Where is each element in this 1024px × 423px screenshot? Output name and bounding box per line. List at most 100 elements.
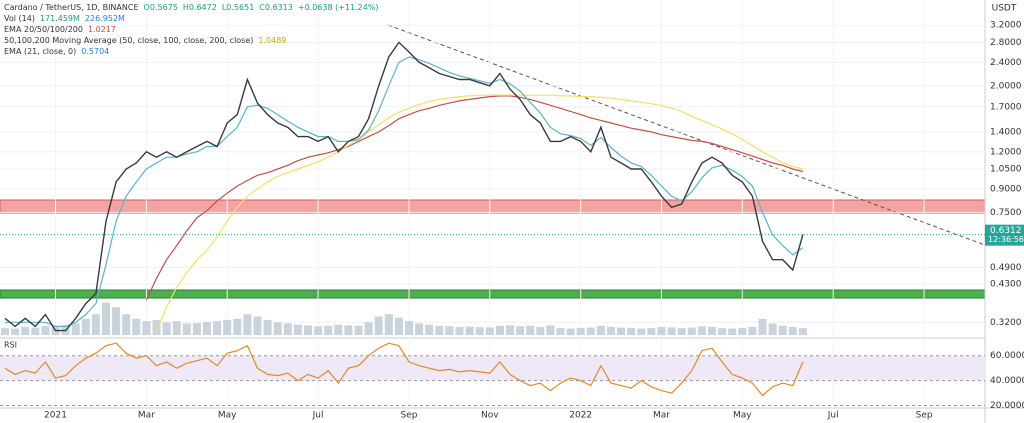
volume-bar [617,327,626,335]
x-tick-label: Sep [916,411,933,421]
volume-bar [576,328,585,335]
volume-ma: 226.952M [84,14,125,23]
volume-bar [192,322,201,335]
volume-bar [728,328,737,335]
volume-bar [425,324,434,335]
y-tick-label: 2.0000 [990,81,1022,91]
currency: USDT [992,4,1017,14]
volume-bar [586,327,595,335]
volume-bar [435,325,444,335]
open: O0.5675 [143,3,178,12]
series-line [155,94,804,331]
header-line: EMA 20/50/100/200 1.0217 [4,24,384,35]
y-tick-label: 2.8000 [990,38,1022,48]
x-tick-label: 2021 [44,411,67,421]
volume-bar [314,326,323,335]
volume-bar [718,328,727,335]
x-tick-label: Nov [481,411,499,421]
volume-bar [758,318,767,335]
rsi-tick-label: 60.0000 [990,351,1024,361]
volume-value: 171.459M [39,14,80,23]
volume-bar [677,328,686,335]
volume-bar [415,323,424,335]
x-tick-label: Jul [827,411,839,421]
volume-bar [607,326,615,335]
countdown: 12:36:56 [988,235,1024,244]
volume-bar [334,324,343,335]
ma-value: 1.0489 [258,36,287,45]
x-tick-label: May [218,411,237,421]
last-price-label: 0.6312 [990,226,1022,236]
series-line [145,95,804,301]
volume-bar [293,324,302,335]
volume-bar [788,326,797,335]
volume-bar [21,326,30,335]
volume-bar [526,325,535,335]
volume-bar [213,321,222,335]
volume-bar [475,327,484,335]
volume-bar [364,322,373,335]
volume-bar [203,322,211,335]
volume-bar [152,319,161,335]
header-line: Cardano / TetherUS, 1D, BINANCE O0.5675 H0… [4,2,384,13]
high: H0.6472 [182,3,217,12]
series-line [5,56,804,327]
y-tick-label: 0.3200 [990,318,1022,328]
volume-bar [354,325,363,335]
volume-bar [91,314,100,335]
x-tick-label: Mar [138,411,155,421]
low: L0.5651 [221,3,255,12]
volume-bar [667,327,676,335]
rsi-tick-label: 20.0000 [990,401,1024,411]
x-tick-label: Mar [653,411,670,421]
volume-bar [1,328,9,335]
volume-bar [81,318,90,335]
y-tick-label: 0.4900 [990,263,1022,273]
volume-bar [778,325,787,335]
volume-bar [71,323,80,335]
volume-bar [556,328,565,335]
volume-bar [657,326,666,335]
trend-line [387,24,986,246]
ema-label: EMA 20/50/100/200 [4,25,83,34]
volume-bar [31,327,40,335]
y-tick-label: 2.4000 [990,58,1022,68]
rsi-line [4,342,804,397]
rsi-band [0,355,985,381]
volume-bar [223,319,232,335]
volume-bar [798,328,807,335]
y-tick-label: 1.7000 [990,102,1022,112]
header-line: Vol (14) 171.459M 226.952M [4,13,384,24]
volume-bar [324,325,333,335]
volume-bar [41,325,50,335]
volume-bar [445,326,454,335]
y-tick-label: 0.4300 [990,280,1022,290]
volume-bar [697,326,706,335]
y-tick-label: 1.0500 [990,164,1022,174]
last-price-box [985,224,1024,246]
volume-bar [637,328,646,335]
header: Cardano / TetherUS, 1D, BINANCE O0.5675 H0… [4,2,384,57]
volume-bar [566,328,575,335]
volume-bar [647,328,656,335]
volume-bar [374,316,383,335]
volume-bar [495,325,504,335]
y-tick-label: 0.7500 [990,208,1022,218]
volume-bar [546,325,555,335]
volume-bar [172,321,181,335]
volume-bar [485,327,494,335]
volume-bar [738,328,747,335]
volume-label: Vol (14) [4,14,35,23]
volume-bar [273,322,282,335]
volume-bar [112,307,121,335]
volume-bar [162,322,171,335]
y-tick-label: 0.9000 [990,184,1022,194]
volume-bar [687,327,696,335]
x-tick-label: Sep [401,411,418,421]
volume-bar [132,318,141,335]
change: +0.0638 (+11.24%) [297,3,379,12]
volume-bar [506,325,514,335]
x-tick-label: 2022 [569,411,592,421]
volume-bar [344,325,353,335]
